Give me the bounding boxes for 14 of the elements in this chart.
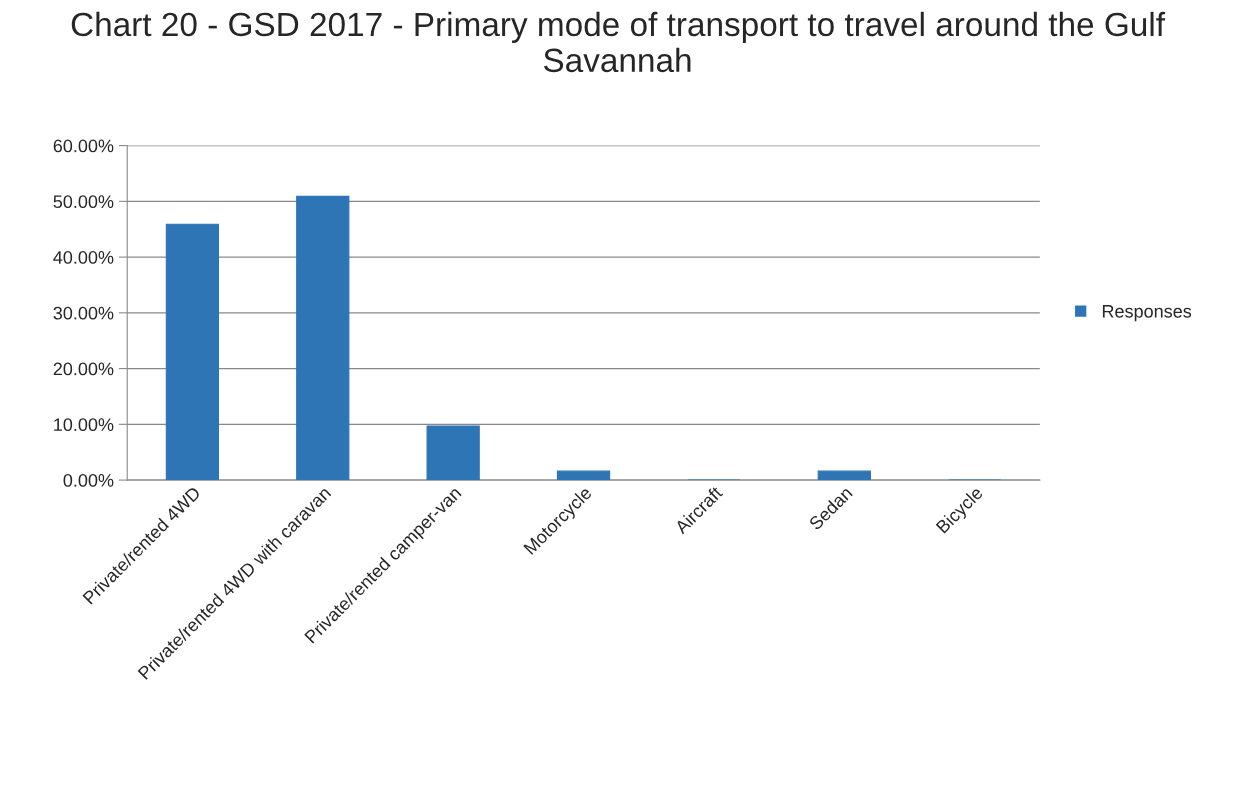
bar bbox=[817, 470, 871, 481]
bar bbox=[165, 223, 220, 481]
y-tick-label: 20.00% bbox=[53, 362, 114, 376]
bar bbox=[296, 195, 350, 481]
y-tick-label: 30.00% bbox=[53, 306, 114, 320]
y-tick-label: 0.00% bbox=[63, 474, 114, 487]
chart-title: Chart 20 - GSD 2017 - Primary mode of transport to travel around the Gulf Savannah bbox=[71, 11, 1166, 73]
y-tick-label: 40.00% bbox=[53, 251, 114, 264]
y-tick-label: 60.00% bbox=[53, 139, 114, 153]
y-tick-label: 10.00% bbox=[54, 418, 114, 432]
legend-label: Responses bbox=[1102, 305, 1192, 322]
bar bbox=[556, 470, 611, 481]
bar bbox=[426, 425, 480, 481]
y-tick-label: 50.00% bbox=[53, 195, 114, 209]
